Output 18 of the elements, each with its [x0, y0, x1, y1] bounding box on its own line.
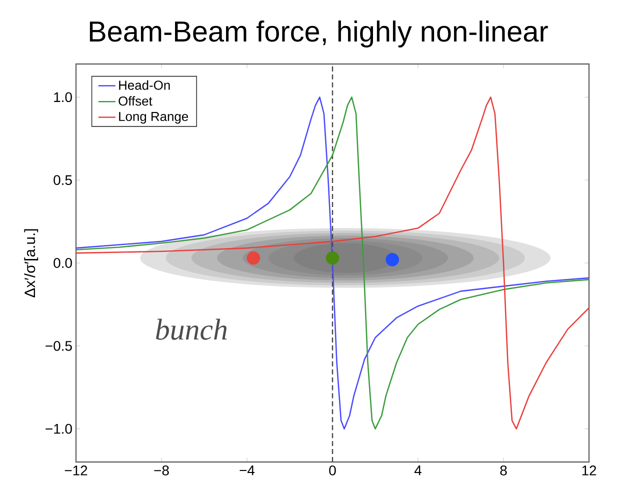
legend-label: Head-On	[119, 80, 170, 90]
x-tick-label: −8	[154, 466, 169, 476]
y-tick-label: 0.0	[54, 258, 72, 268]
y-tick-label: 0.5	[54, 175, 72, 186]
x-tick-label: 4	[414, 466, 422, 476]
annotation: bunch	[156, 318, 227, 340]
x-tick-label: 8	[500, 466, 507, 476]
x-tick-label: 0	[329, 466, 336, 476]
legend-label: Long Range	[119, 112, 188, 124]
legend-label: Offset	[118, 96, 152, 106]
x-tick-label: −4	[240, 466, 255, 476]
y-axis-title: Δx′/σ′[a.u.]	[24, 229, 38, 298]
y-tick-label: 1.0	[54, 92, 72, 102]
chart-title: Beam-Beam force, highly non-linear	[90, 20, 548, 48]
x-tick-label: 12	[582, 466, 596, 476]
y-tick-label: −1.0	[46, 424, 72, 434]
x-tick-label: −12	[64, 466, 88, 476]
y-tick-label: −0.5	[46, 340, 72, 351]
